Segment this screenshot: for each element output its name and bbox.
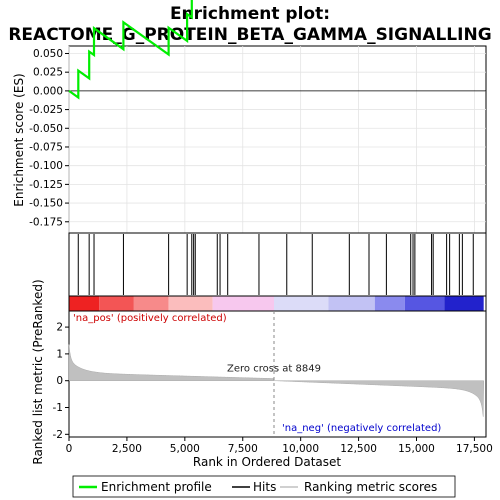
x-tick-label: 5,000 <box>170 443 200 455</box>
legend-label-ranking: Ranking metric scores <box>304 480 437 494</box>
chart-title-line1: Enrichment plot: <box>170 4 330 24</box>
rank-y-axis-label: Ranked list metric (PreRanked) <box>31 279 45 464</box>
heatmap-segment <box>274 296 329 311</box>
es-tick-label: -0.175 <box>29 216 63 228</box>
es-y-axis-label: Enrichment score (ES) <box>12 73 26 206</box>
pos-label: 'na_pos' (positively correlated) <box>73 313 227 324</box>
es-tick-label: 0.025 <box>33 67 63 79</box>
rank-tick-label: -2 <box>53 429 63 441</box>
enrichment-profile-line <box>68 0 193 100</box>
x-tick-label: 7,500 <box>228 443 258 455</box>
es-tick-label: 0.000 <box>33 85 63 97</box>
rank-tick-label: 0 <box>56 375 63 387</box>
heatmap-segment <box>444 296 484 311</box>
neg-label: 'na_neg' (negatively correlated) <box>282 423 441 434</box>
x-tick-label: 10,000 <box>282 443 319 455</box>
heatmap-segment <box>99 296 134 311</box>
x-tick-label: 12,500 <box>340 443 377 455</box>
heatmap-segment <box>212 296 275 311</box>
es-tick-label: -0.125 <box>29 179 63 191</box>
zero-cross-label: Zero cross at 8849 <box>227 363 321 374</box>
rank-tick-label: -1 <box>53 402 63 414</box>
legend-label-enrichment: Enrichment profile <box>101 480 212 494</box>
heatmap-segment <box>133 296 169 311</box>
heatmap-segment <box>374 296 405 311</box>
x-tick-label: 17,500 <box>456 443 493 455</box>
x-tick-label: 0 <box>66 443 73 455</box>
es-panel-frame <box>68 45 487 234</box>
hits-panel-frame <box>68 232 487 297</box>
es-tick-label: 0.050 <box>33 48 63 60</box>
heatmap-segment <box>328 296 375 311</box>
legend-box <box>72 475 456 498</box>
heatmap-segment <box>404 296 445 311</box>
heatmap-segment <box>69 296 100 311</box>
es-tick-label: -0.050 <box>29 123 63 135</box>
ranking-metric-area <box>68 344 484 417</box>
rank-panel-frame <box>68 310 487 438</box>
es-tick-label: -0.025 <box>29 104 63 116</box>
rank-tick-label: 2 <box>56 322 63 334</box>
chart-title-line2: REACTOME_G_PROTEIN_BETA_GAMMA_SIGNALLING <box>8 25 491 45</box>
rank-tick-label: 1 <box>56 348 63 360</box>
heatmap-segment <box>168 296 213 311</box>
x-tick-label: 2,500 <box>112 443 142 455</box>
es-tick-label: -0.075 <box>29 141 63 153</box>
x-tick-label: 15,000 <box>398 443 435 455</box>
es-tick-label: -0.150 <box>29 198 63 210</box>
x-axis-label: Rank in Ordered Dataset <box>193 455 341 469</box>
legend-label-hits: Hits <box>253 480 276 494</box>
es-tick-label: -0.100 <box>29 160 63 172</box>
